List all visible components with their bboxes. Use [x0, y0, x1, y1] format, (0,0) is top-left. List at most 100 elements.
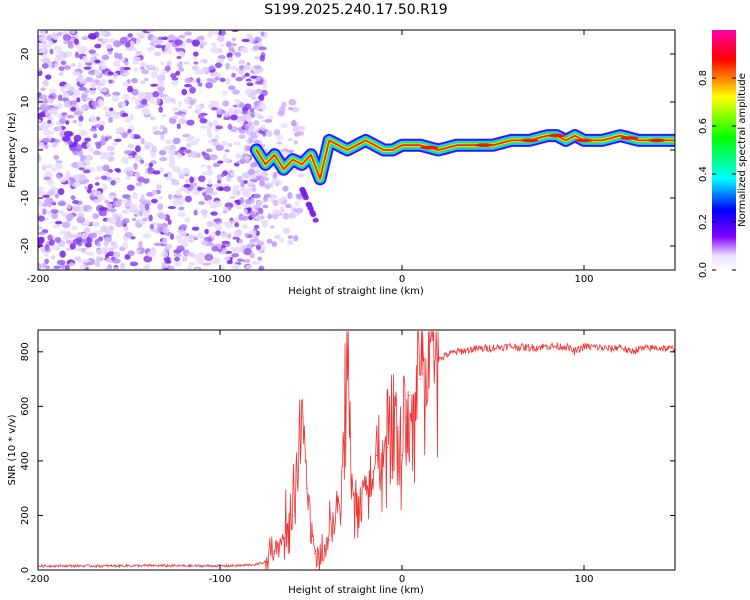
heatmap-cell: [112, 114, 120, 119]
heatmap-cell: [176, 245, 185, 252]
heatmap-ytick-label: -10: [20, 190, 31, 206]
heatmap-cell: [217, 35, 225, 43]
heatmap-cell: [109, 207, 116, 213]
heatmap-cell: [127, 155, 134, 160]
heatmap-cell: [150, 228, 159, 233]
heatmap-cell: [111, 141, 118, 146]
heatmap-cell: [141, 98, 148, 106]
heatmap-cell: [87, 148, 94, 152]
heatmap-cell: [94, 69, 101, 76]
heatmap-cell: [126, 184, 135, 191]
heatmap-cell: [62, 92, 70, 98]
snr-point: [350, 479, 352, 481]
heatmap-cell: [239, 157, 246, 165]
heatmap-xtick-label: 100: [574, 274, 593, 285]
heatmap-cell: [40, 30, 46, 37]
heatmap-cell: [207, 179, 212, 185]
heatmap-cell: [135, 32, 145, 37]
heatmap-cell: [203, 152, 210, 160]
heatmap-cell: [38, 236, 45, 244]
heatmap-cell: [202, 213, 208, 218]
snr-point: [332, 531, 334, 533]
heatmap-cell: [172, 137, 181, 145]
heatmap-cell: [118, 52, 123, 60]
heatmap-cell: [132, 191, 138, 200]
heatmap-cell: [127, 33, 133, 38]
heatmap-cell: [150, 151, 156, 158]
heatmap-cell: [84, 186, 89, 190]
heatmap-cell: [84, 62, 92, 66]
heatmap-cell: [74, 144, 83, 152]
heatmap-cell: [234, 189, 241, 196]
heatmap-cell: [272, 199, 279, 206]
heatmap-cell: [211, 42, 217, 47]
heatmap-cell: [71, 99, 77, 107]
heatmap-cell: [100, 225, 108, 233]
snr-point: [354, 514, 356, 517]
heatmap-cell: [94, 124, 101, 129]
heatmap-cell: [184, 195, 192, 203]
heatmap-cell: [78, 45, 88, 53]
heatmap-cell: [178, 173, 185, 180]
snr-x-axis-label: Height of straight line (km): [288, 585, 424, 596]
heatmap-cell: [177, 100, 183, 108]
heatmap-cell: [249, 178, 257, 183]
heatmap-cell: [197, 113, 205, 120]
heatmap-cell: [162, 95, 172, 102]
heatmap-cell: [232, 184, 240, 190]
heatmap-cell: [120, 156, 129, 164]
heatmap-cell: [167, 193, 173, 200]
heatmap-cell: [249, 210, 255, 218]
heatmap-cell: [181, 255, 188, 262]
heatmap-cell: [209, 154, 218, 161]
heatmap-cell: [221, 109, 226, 114]
heatmap-cell: [152, 125, 159, 130]
heatmap-cell: [233, 162, 240, 167]
heatmap-cell: [175, 189, 182, 197]
heatmap-cell: [163, 173, 168, 177]
heatmap-cell: [282, 150, 289, 158]
heatmap-cell: [97, 38, 103, 42]
heatmap-cell: [248, 126, 255, 133]
heatmap-ytick-label: -20: [20, 238, 31, 254]
heatmap-cell: [150, 83, 158, 87]
heatmap-cell: [77, 62, 82, 70]
heatmap-cell: [278, 110, 285, 117]
heatmap-cell: [222, 221, 230, 226]
heatmap-cell: [161, 113, 167, 118]
heatmap-cell: [215, 125, 224, 130]
heatmap-cell: [229, 195, 236, 200]
heatmap-cell: [273, 129, 281, 137]
heatmap-ytick-label: 0: [20, 147, 31, 153]
heatmap-cell: [132, 56, 141, 62]
heatmap-cell: [138, 202, 146, 211]
heatmap-cell: [168, 150, 176, 156]
colorbar: 0.0 0.2 0.4 0.6 0.8 Normalized spectral ampl…: [698, 30, 748, 278]
snr-xtick-label: 0: [399, 574, 405, 585]
heatmap-peak: [474, 143, 493, 147]
snr-plot-frame: [37, 329, 676, 571]
heatmap-cell: [196, 107, 202, 115]
heatmap-cell: [250, 96, 258, 101]
heatmap-cell: [162, 145, 171, 151]
heatmap-cell: [253, 64, 262, 70]
heatmap-cell: [253, 67, 260, 75]
heatmap-cell: [280, 123, 289, 129]
heatmap-cell: [146, 30, 156, 33]
heatmap-cell: [184, 31, 193, 36]
heatmap-cell: [281, 101, 287, 108]
heatmap-cell: [158, 106, 163, 113]
heatmap-cell: [82, 55, 89, 63]
heatmap-cell: [46, 210, 52, 215]
heatmap-cell: [234, 51, 241, 58]
heatmap-cell: [103, 240, 109, 247]
heatmap-cell: [293, 140, 298, 145]
heatmap-cell: [88, 183, 94, 189]
heatmap-cell: [63, 130, 73, 137]
heatmap-cell: [294, 200, 300, 207]
heatmap-cell: [71, 71, 81, 76]
heatmap-cell: [94, 59, 101, 64]
heatmap-cell: [56, 259, 66, 266]
heatmap-cell: [82, 205, 92, 210]
heatmap-cell: [155, 184, 162, 190]
